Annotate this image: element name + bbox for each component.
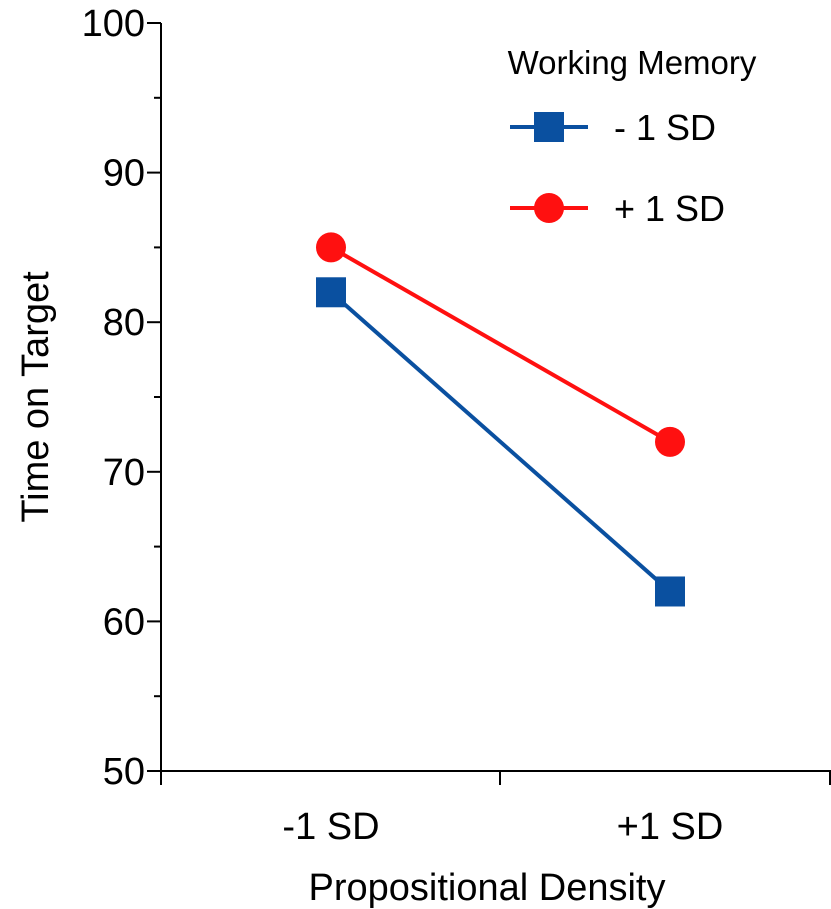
series-line-2 — [330, 245, 671, 444]
y-tick-label: 70 — [103, 452, 145, 494]
axes — [160, 23, 831, 772]
x-tick-label: -1 SD — [282, 806, 379, 848]
series-markers — [316, 232, 685, 607]
legend-label-2: + 1 SD — [614, 188, 725, 229]
y-tick-label: 60 — [103, 601, 145, 643]
legend-title: Working Memory — [508, 44, 757, 81]
y-tick-label: 90 — [103, 153, 145, 195]
legend: Working Memory - 1 SD + 1 SD — [508, 44, 757, 229]
axis-ticks: 50 60 70 80 90 100 -1 SD +1 SD — [82, 3, 831, 848]
y-tick-label: 80 — [103, 302, 145, 344]
x-axis-title: Propositional Density — [309, 867, 666, 909]
series-line-1 — [329, 290, 672, 593]
legend-items: - 1 SD + 1 SD — [510, 107, 725, 229]
legend-label-1: - 1 SD — [614, 107, 716, 148]
legend-square-marker — [534, 112, 564, 142]
y-tick-label: 50 — [103, 751, 145, 793]
x-tick-label: +1 SD — [617, 806, 724, 848]
data-point-circle-marker — [655, 426, 685, 457]
legend-circle-marker — [534, 193, 564, 223]
series-lines — [329, 245, 672, 593]
y-axis-title: Time on Target — [15, 271, 57, 523]
data-point-square-marker — [655, 576, 685, 607]
data-point-circle-marker — [316, 232, 346, 263]
y-tick-label: 100 — [82, 3, 145, 45]
data-point-square-marker — [316, 277, 346, 308]
